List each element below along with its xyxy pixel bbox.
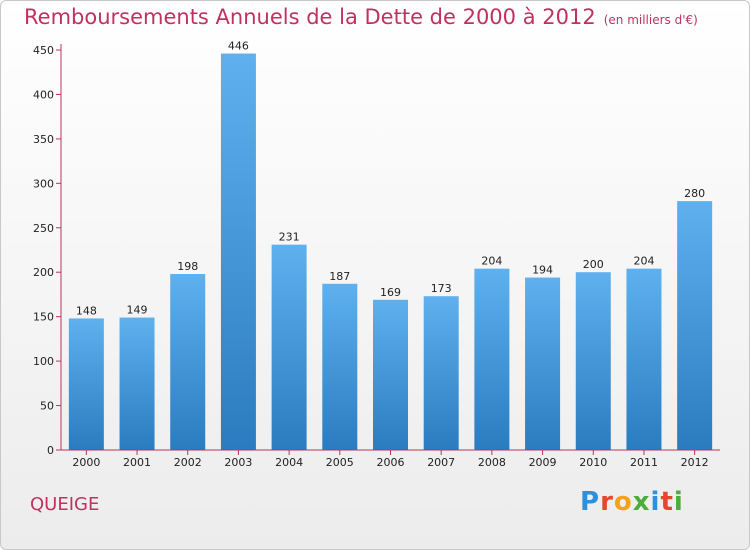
bar-value-label: 194 (532, 264, 553, 277)
bar (423, 296, 459, 450)
logo-letter: x (632, 487, 651, 517)
x-tick-label: 2011 (630, 456, 658, 469)
bar-value-label: 148 (76, 304, 97, 317)
bar (119, 317, 155, 450)
logo-letter: t (660, 487, 674, 517)
bar-value-label: 198 (177, 260, 198, 273)
bar-value-label: 169 (380, 286, 401, 299)
x-tick-label: 2005 (326, 456, 354, 469)
y-tick-label: 450 (33, 44, 54, 57)
bar (322, 283, 358, 450)
x-tick-label: 2001 (123, 456, 151, 469)
logo-letter: o (613, 487, 633, 517)
bar (677, 201, 713, 450)
y-tick-label: 300 (33, 177, 54, 190)
y-tick-label: 50 (40, 400, 54, 413)
bar (373, 299, 408, 450)
y-tick-label: 200 (33, 266, 54, 279)
y-tick-label: 350 (33, 133, 54, 146)
bar (220, 53, 256, 451)
bar (170, 274, 206, 450)
logo-letter: i (650, 487, 661, 517)
logo-letter: i (673, 487, 684, 517)
bar-value-label: 173 (431, 282, 452, 295)
bar-value-label: 187 (329, 270, 350, 283)
bar (525, 277, 561, 450)
x-tick-label: 2002 (174, 456, 202, 469)
place-name: QUEIGE (30, 494, 100, 515)
bar (474, 268, 510, 450)
x-tick-label: 2008 (478, 456, 506, 469)
y-tick-label: 0 (47, 444, 54, 457)
bar (575, 272, 611, 450)
logo-letter: r (600, 487, 614, 517)
x-tick-label: 2003 (224, 456, 252, 469)
bar-value-label: 204 (633, 255, 654, 268)
proxiti-logo: Proxiti (580, 487, 684, 517)
x-tick-label: 2004 (275, 456, 303, 469)
x-tick-label: 2009 (529, 456, 557, 469)
x-tick-label: 2010 (579, 456, 607, 469)
bar-value-label: 200 (583, 258, 604, 271)
bar-value-label: 280 (684, 187, 705, 200)
chart-title-text: Remboursements Annuels de la Dette de 20… (24, 5, 596, 29)
bar (68, 318, 104, 450)
x-tick-label: 2007 (427, 456, 455, 469)
bar (626, 268, 662, 450)
chart-subtitle: (en milliers d'€) (603, 13, 698, 27)
bar-value-label: 204 (481, 255, 502, 268)
x-tick-label: 2000 (72, 456, 100, 469)
y-tick-label: 400 (33, 88, 54, 101)
chart-title: Remboursements Annuels de la Dette de 20… (24, 5, 698, 29)
x-tick-label: 2012 (681, 456, 709, 469)
y-tick-label: 250 (33, 222, 54, 235)
bar-value-label: 446 (228, 40, 249, 53)
logo-letter: P (580, 487, 601, 517)
x-tick-label: 2006 (377, 456, 405, 469)
bar (271, 244, 307, 450)
bar-value-label: 149 (127, 304, 148, 317)
y-tick-label: 100 (33, 355, 54, 368)
bar-value-label: 231 (279, 231, 300, 244)
y-tick-label: 150 (33, 311, 54, 324)
